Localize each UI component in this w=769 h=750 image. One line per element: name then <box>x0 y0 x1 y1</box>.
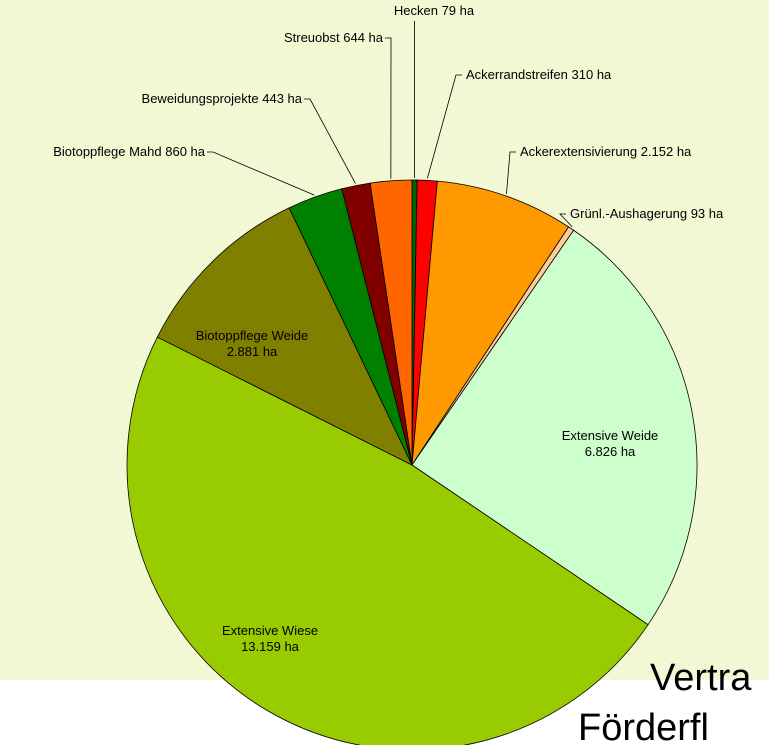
category-name: Beweidungsprojekte <box>142 91 259 106</box>
leader-line <box>207 151 315 196</box>
slice-value-label: 2.881 ha <box>227 344 278 359</box>
pie <box>126 179 698 750</box>
annotation: Förderfl <box>578 707 709 745</box>
category-name: Grünl.-Aushagerung <box>570 206 687 221</box>
category-name: Ackerextensivierung <box>520 144 637 159</box>
category-name: Streuobst <box>284 30 340 45</box>
slice-label: Grünl.-Aushagerung 93 ha <box>570 206 724 221</box>
pie-slice <box>156 207 413 466</box>
value-label: 93 ha <box>691 206 724 221</box>
pie-slice <box>411 229 698 626</box>
slice-label: Ackerrandstreifen 310 ha <box>466 67 612 82</box>
leader-line <box>559 213 573 228</box>
leader-line <box>304 98 356 184</box>
pie-slice <box>411 180 570 466</box>
slice-value-label: 6.826 ha <box>585 444 636 459</box>
category-name: Ackerrandstreifen <box>466 67 568 82</box>
category-name: Biotoppflege Mahd <box>53 144 161 159</box>
slice-label: Hecken 79 ha <box>394 3 475 18</box>
pie-slice <box>369 179 413 466</box>
slice-label: Extensive Wiese <box>222 623 318 638</box>
slice-label: Biotoppflege Mahd 860 ha <box>53 144 206 159</box>
annotation: Vertra <box>650 657 752 699</box>
leader-line <box>426 74 462 179</box>
category-name: Hecken <box>394 3 438 18</box>
value-label: 2.152 ha <box>641 144 692 159</box>
value-label: 644 ha <box>343 30 384 45</box>
value-label: 310 ha <box>572 67 613 82</box>
slice-label: Biotoppflege Weide <box>196 328 309 343</box>
leader-line <box>506 151 516 195</box>
slice-label: Beweidungsprojekte 443 ha <box>142 91 303 106</box>
value-label: 443 ha <box>262 91 303 106</box>
slice-label: Streuobst 644 ha <box>284 30 384 45</box>
value-label: 860 ha <box>165 144 206 159</box>
slice-value-label: 13.159 ha <box>241 639 300 654</box>
leader-line <box>385 37 392 179</box>
slice-label: Extensive Weide <box>562 428 659 443</box>
slice-label: Ackerextensivierung 2.152 ha <box>520 144 692 159</box>
pie-slice <box>126 336 649 750</box>
value-label: 79 ha <box>442 3 475 18</box>
